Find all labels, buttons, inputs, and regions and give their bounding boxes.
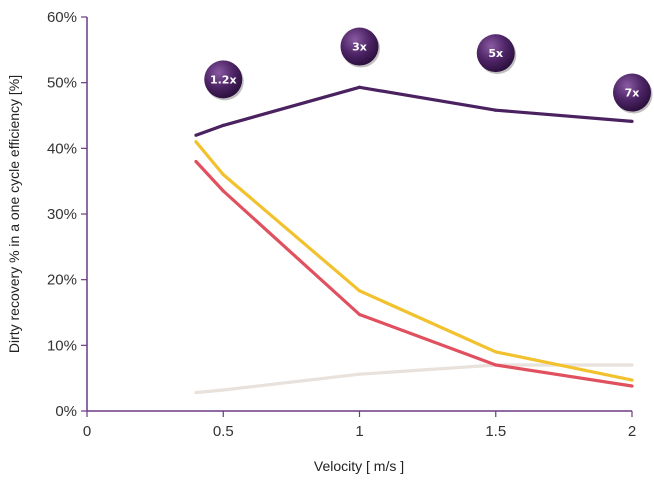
data-point (194, 133, 198, 137)
data-point (630, 384, 634, 388)
annotation-badges: 1.2x 3x 5x 7x (204, 27, 653, 114)
data-point (221, 123, 225, 127)
badge-circle (476, 34, 515, 73)
y-tick-label: 10% (47, 337, 77, 354)
series-line-3 (194, 160, 633, 388)
series-line-1 (195, 363, 632, 395)
data-point (630, 119, 634, 124)
data-point (221, 388, 225, 392)
data-point (221, 189, 225, 193)
x-tick-label: 1.5 (485, 423, 506, 440)
data-point (630, 363, 634, 367)
y-tick-label: 20% (47, 272, 77, 289)
data-point (194, 159, 198, 164)
badge-circle (613, 73, 651, 112)
x-tick-label: 0.5 (213, 423, 234, 440)
data-point (494, 363, 498, 367)
data-point (494, 108, 498, 112)
y-tick-label: 30% (47, 206, 77, 223)
data-point (494, 350, 498, 354)
y-tick-label: 0% (55, 403, 77, 420)
series-line-2 (194, 140, 633, 382)
x-tick-label: 0 (83, 423, 91, 440)
x-tick-label: 2 (628, 423, 636, 440)
badge-label: 7x (625, 87, 640, 100)
y-axis-title: Dirty recovery % in a one cycle efficien… (6, 75, 22, 353)
data-point (194, 391, 198, 395)
multiplier-badge: 7x (613, 73, 653, 114)
data-point (357, 85, 362, 89)
multiplier-badge: 3x (340, 27, 380, 68)
y-tick-label: 50% (47, 75, 77, 92)
y-tick-label: 60% (47, 9, 77, 26)
series-lines (194, 85, 634, 395)
badge-label: 3x (352, 41, 367, 54)
data-point (221, 173, 225, 177)
data-point (357, 289, 362, 293)
data-point (357, 312, 362, 317)
badge-circle (204, 60, 243, 99)
multiplier-badge: 5x (476, 34, 517, 75)
badge-label: 1.2x (210, 73, 237, 86)
x-tick-label: 1 (355, 423, 363, 440)
data-point (630, 378, 634, 382)
y-tick-label: 40% (47, 140, 77, 157)
data-point (194, 140, 198, 144)
badge-circle (340, 27, 379, 66)
multiplier-badge: 1.2x (204, 60, 244, 101)
data-point (357, 372, 362, 376)
series-line-4 (195, 85, 633, 137)
badge-label: 5x (488, 47, 503, 60)
axes: 0% 10% 20% 30% 40% 50% 60% 0 0.5 1 1.5 2 (47, 9, 636, 440)
x-axis-title: Velocity [ m/s ] (314, 458, 404, 474)
